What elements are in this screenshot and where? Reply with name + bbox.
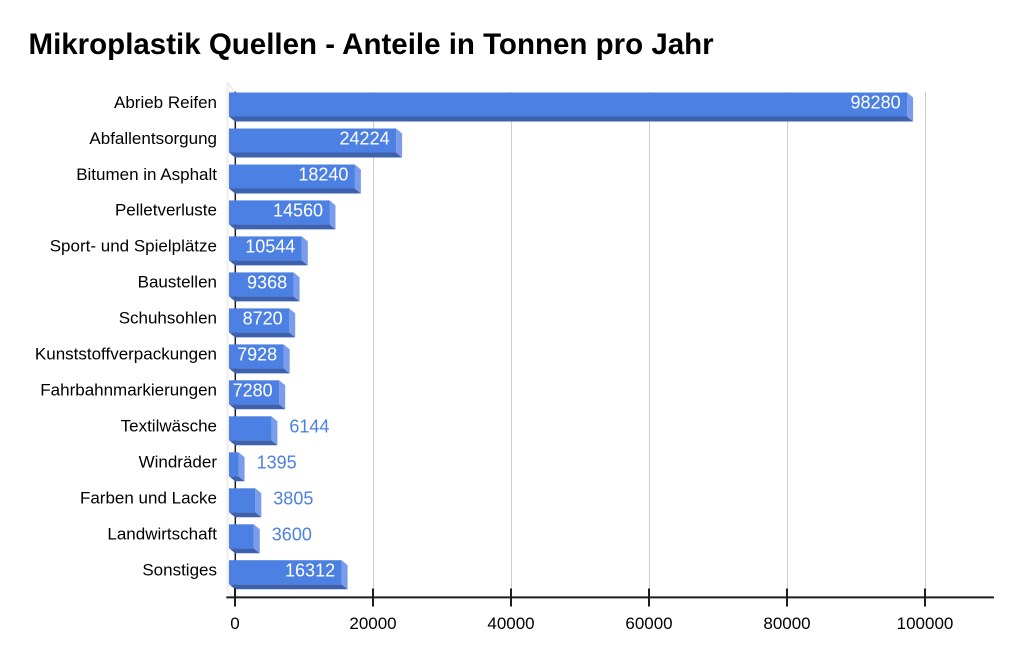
svg-text:Schuhsohlen: Schuhsohlen: [119, 309, 217, 328]
svg-text:98280: 98280: [851, 93, 901, 113]
svg-text:6144: 6144: [289, 417, 329, 437]
svg-text:Baustellen: Baustellen: [138, 273, 217, 292]
svg-text:Pelletverluste: Pelletverluste: [115, 201, 217, 220]
svg-text:7928: 7928: [237, 345, 277, 365]
svg-text:24224: 24224: [340, 129, 390, 149]
svg-text:Sport- und Spielplätze: Sport- und Spielplätze: [50, 237, 217, 256]
svg-text:7280: 7280: [233, 381, 273, 401]
svg-text:Bitumen in Asphalt: Bitumen in Asphalt: [76, 165, 217, 184]
svg-text:10544: 10544: [245, 237, 295, 257]
svg-text:20000: 20000: [349, 614, 396, 633]
svg-text:14560: 14560: [273, 201, 323, 221]
svg-text:1395: 1395: [257, 453, 297, 473]
svg-text:100000: 100000: [897, 614, 954, 633]
svg-text:Kunststoffverpackungen: Kunststoffverpackungen: [35, 345, 217, 364]
svg-text:0: 0: [230, 614, 239, 633]
svg-text:Windräder: Windräder: [139, 453, 218, 472]
svg-text:Abrieb Reifen: Abrieb Reifen: [114, 93, 217, 112]
svg-text:40000: 40000: [487, 614, 534, 633]
svg-text:Mikroplastik Quellen - Anteile: Mikroplastik Quellen - Anteile in Tonnen…: [29, 28, 715, 61]
svg-text:Landwirtschaft: Landwirtschaft: [107, 525, 217, 544]
svg-text:8720: 8720: [243, 309, 283, 329]
svg-text:Abfallentsorgung: Abfallentsorgung: [89, 129, 217, 148]
svg-text:18240: 18240: [298, 165, 348, 185]
svg-text:3805: 3805: [273, 489, 313, 509]
svg-text:Fahrbahnmarkierungen: Fahrbahnmarkierungen: [40, 381, 217, 400]
svg-text:Sonstiges: Sonstiges: [142, 561, 217, 580]
svg-text:80000: 80000: [763, 614, 810, 633]
svg-text:16312: 16312: [285, 560, 335, 580]
svg-text:Textilwäsche: Textilwäsche: [121, 417, 217, 436]
svg-text:3600: 3600: [272, 525, 312, 545]
svg-text:9368: 9368: [247, 273, 287, 293]
svg-text:Farben und Lacke: Farben und Lacke: [80, 489, 217, 508]
svg-text:60000: 60000: [625, 614, 672, 633]
